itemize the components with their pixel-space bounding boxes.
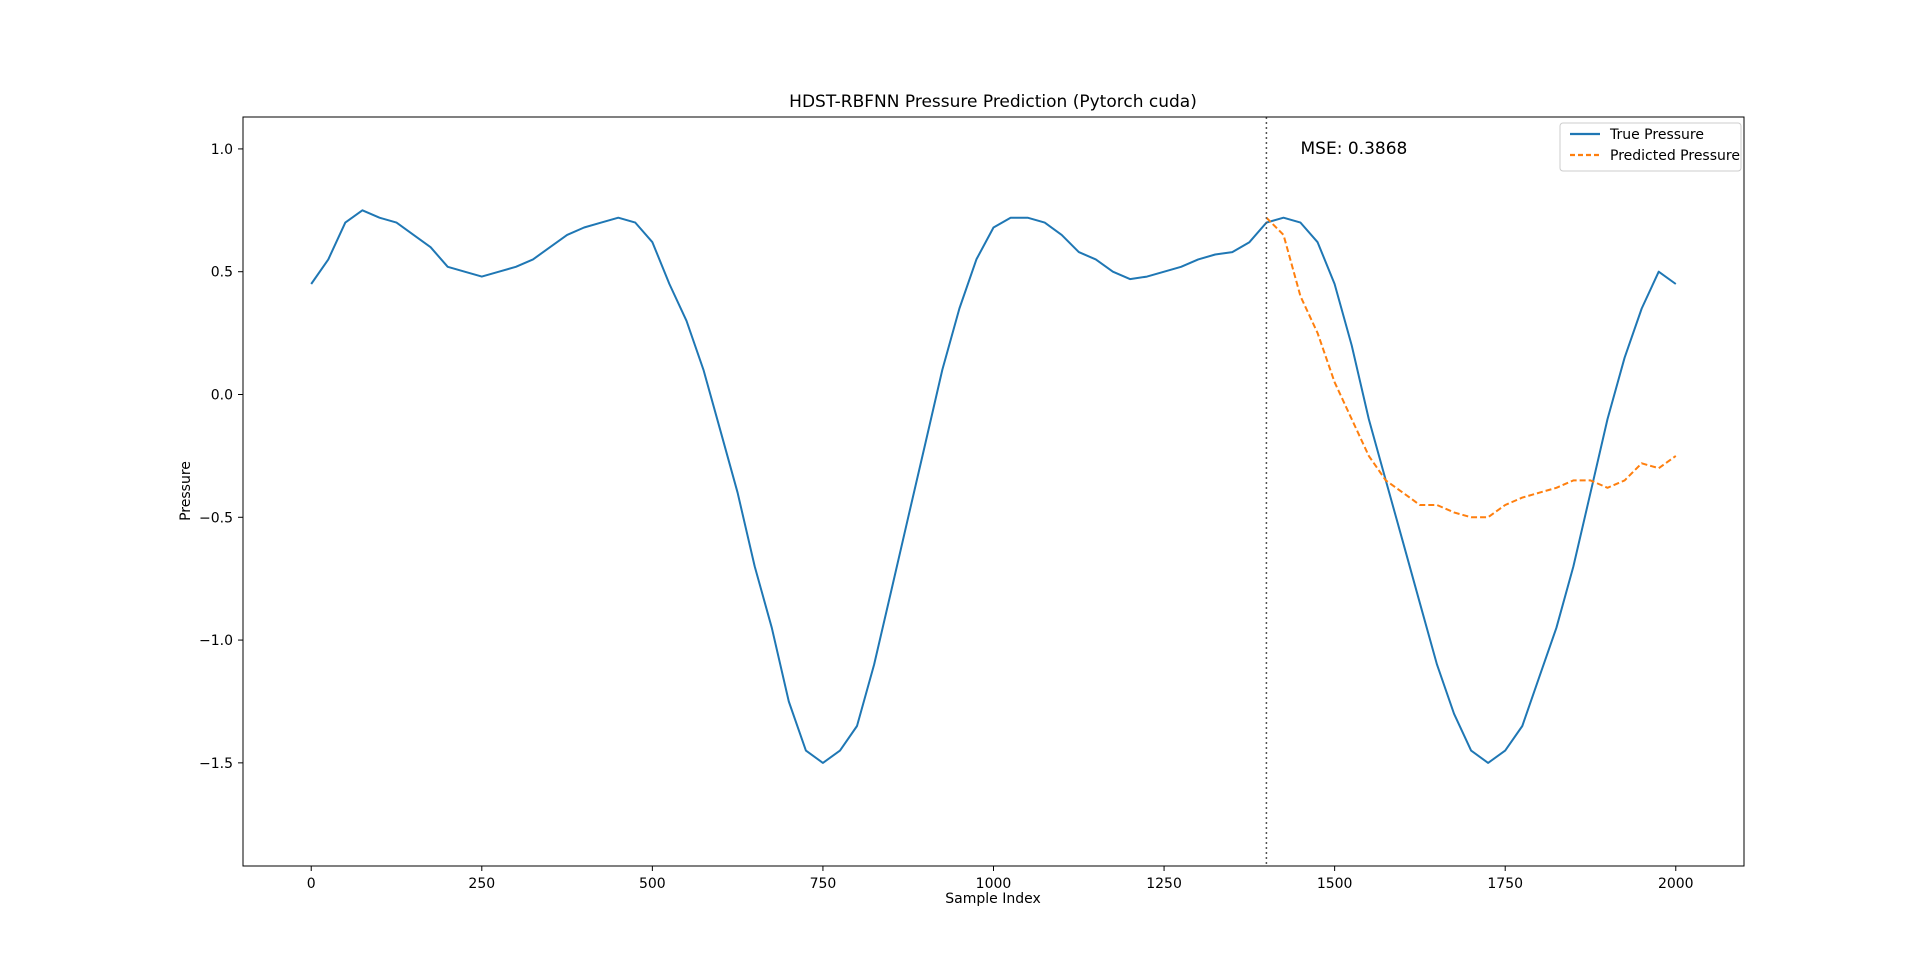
x-axis: 0 250 500 750 1000 1250 1500 1750 2000 [307,866,1694,892]
legend-label-predicted-pressure: Predicted Pressure [1610,148,1740,164]
x-tick-label: 1250 [1146,876,1182,892]
x-tick-label: 1750 [1487,876,1523,892]
x-tick-label: 1500 [1317,876,1353,892]
y-axis-label: Pressure [178,461,194,521]
series-line-0 [310,209,1677,764]
x-tick-label: 2000 [1658,876,1694,892]
x-tick-label: 750 [810,876,837,892]
legend: True Pressure Predicted Pressure [1559,122,1742,172]
y-tick-label: −0.5 [199,510,233,526]
y-tick-label: 1.0 [211,142,233,158]
legend-box [1559,122,1742,172]
legend-label-true-pressure: True Pressure [1609,127,1704,143]
mse-annotation: MSE: 0.3868 [1301,139,1408,159]
y-axis: 1.0 0.5 0.0 −0.5 −1.0 −1.5 [199,142,243,772]
x-tick-label: 250 [468,876,495,892]
chart-title: HDST-RBFNN Pressure Prediction (Pytorch … [789,92,1197,112]
y-tick-label: 0.5 [211,265,233,281]
series-layer [310,209,1677,764]
x-tick-label: 500 [639,876,666,892]
y-tick-label: −1.5 [199,756,233,772]
y-tick-label: 0.0 [211,387,233,403]
x-tick-label: 1000 [976,876,1012,892]
x-tick-label: 0 [307,876,316,892]
x-axis-label: Sample Index [945,891,1040,907]
y-tick-label: −1.0 [199,633,233,649]
series-line-1 [1265,216,1677,519]
